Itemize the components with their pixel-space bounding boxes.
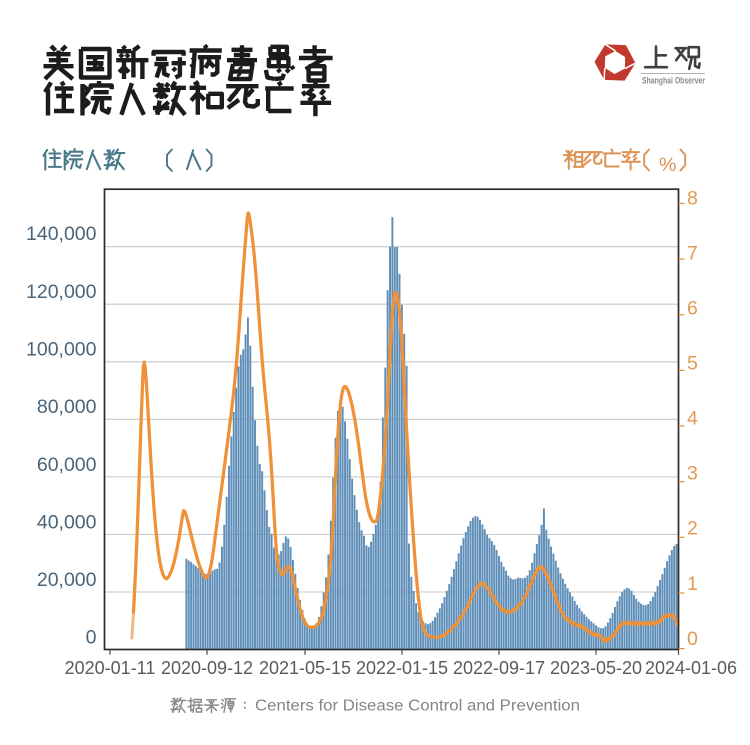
svg-text:140,000: 140,000 <box>26 223 97 245</box>
svg-text:0: 0 <box>687 628 698 650</box>
svg-text:2023-05-20: 2023-05-20 <box>550 658 642 678</box>
svg-text:2024-01-06: 2024-01-06 <box>645 658 737 678</box>
svg-text:2022-09-17: 2022-09-17 <box>453 658 545 678</box>
svg-text:4: 4 <box>687 408 698 430</box>
svg-text:20,000: 20,000 <box>37 569 97 591</box>
svg-text:3: 3 <box>687 463 698 485</box>
svg-text:1: 1 <box>687 573 698 595</box>
svg-text:60,000: 60,000 <box>37 454 97 476</box>
svg-text:2020-01-11: 2020-01-11 <box>65 658 156 678</box>
svg-text:5: 5 <box>687 353 698 375</box>
svg-text:100,000: 100,000 <box>26 339 97 361</box>
svg-text:120,000: 120,000 <box>26 281 97 303</box>
svg-text:2020-09-12: 2020-09-12 <box>161 658 253 678</box>
svg-text:7: 7 <box>687 243 698 265</box>
svg-text:2021-05-15: 2021-05-15 <box>259 658 351 678</box>
svg-text:40,000: 40,000 <box>37 511 97 533</box>
svg-text:%: % <box>659 154 676 176</box>
svg-text:6: 6 <box>687 298 698 320</box>
svg-text:80,000: 80,000 <box>37 396 97 418</box>
svg-text:0: 0 <box>86 627 97 649</box>
svg-text:Centers for Disease Control an: Centers for Disease Control and Preventi… <box>255 698 580 715</box>
svg-text:Shanghai Observer: Shanghai Observer <box>642 76 705 86</box>
svg-text:8: 8 <box>687 187 698 209</box>
svg-text:2: 2 <box>687 518 698 540</box>
svg-text:2022-01-15: 2022-01-15 <box>356 658 448 678</box>
